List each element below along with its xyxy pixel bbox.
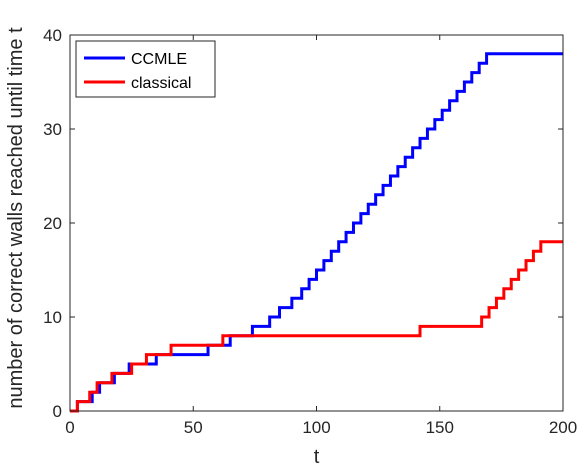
ticks-layer: 0 50 100 150 200 0 10 20 30 40 xyxy=(43,26,577,437)
x-tick-label: 100 xyxy=(302,418,330,437)
y-axis-label: number of correct walls reached until ti… xyxy=(5,27,27,409)
series-line-ccmle xyxy=(70,52,563,413)
series-layer xyxy=(70,52,563,413)
y-tick-label: 20 xyxy=(43,214,62,233)
legend-box xyxy=(75,40,216,98)
series-line-classical xyxy=(70,240,563,413)
y-tick-label: 40 xyxy=(43,26,62,45)
x-axis-label: t xyxy=(314,446,320,468)
x-tick-label: 50 xyxy=(184,418,203,437)
plot-area xyxy=(70,35,563,411)
x-tick-label: 0 xyxy=(65,418,74,437)
y-tick-label: 30 xyxy=(43,120,62,139)
plot-background xyxy=(70,35,563,411)
x-tick-label: 200 xyxy=(549,418,577,437)
legend-label-ccmle: CCMLE xyxy=(131,51,187,68)
legend: CCMLE classical xyxy=(75,40,216,98)
y-tick-label: 0 xyxy=(53,402,62,421)
legend-label-classical: classical xyxy=(131,75,191,92)
x-tick-label: 150 xyxy=(426,418,454,437)
y-tick-label: 10 xyxy=(43,308,62,327)
